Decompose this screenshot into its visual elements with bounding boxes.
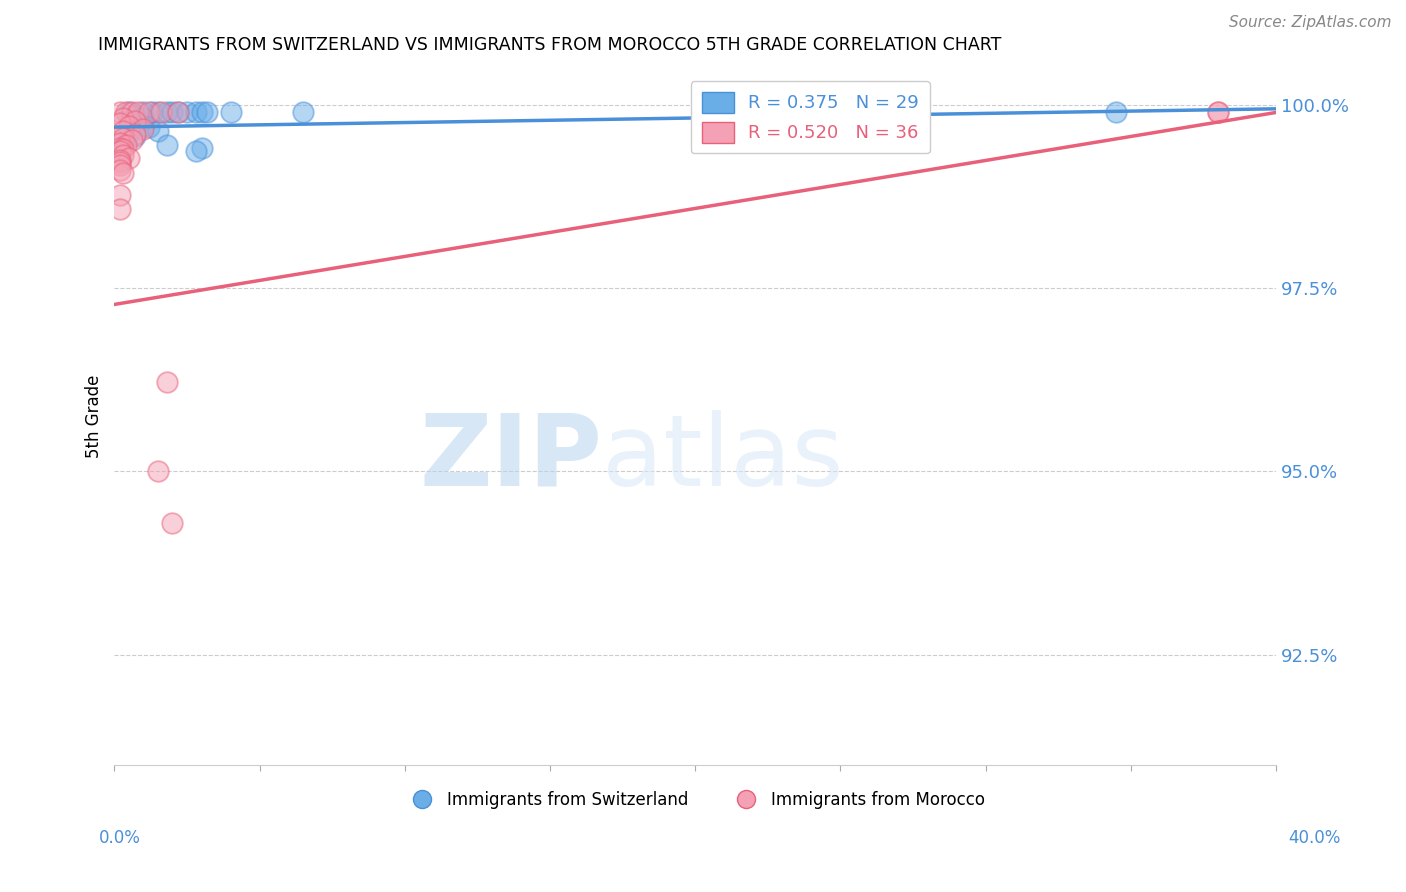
Point xyxy=(176,105,198,120)
Point xyxy=(162,105,184,120)
Point xyxy=(121,133,143,147)
Point xyxy=(112,131,135,145)
Point xyxy=(110,141,132,155)
Point xyxy=(124,128,146,142)
Point xyxy=(127,105,149,120)
Legend: Immigrants from Switzerland, Immigrants from Morocco: Immigrants from Switzerland, Immigrants … xyxy=(398,784,993,815)
Point xyxy=(727,105,749,120)
Point xyxy=(162,516,184,530)
Point xyxy=(184,144,207,158)
Point xyxy=(127,116,149,130)
Point xyxy=(115,138,138,153)
Point xyxy=(149,105,172,120)
Point xyxy=(124,114,146,128)
Point xyxy=(190,141,212,155)
Point xyxy=(167,105,190,120)
Point xyxy=(112,135,135,149)
Point xyxy=(132,119,155,133)
Point xyxy=(132,111,155,125)
Point xyxy=(141,105,163,120)
Point xyxy=(132,121,155,136)
Point xyxy=(112,124,135,138)
Point xyxy=(118,119,141,133)
Text: 0.0%: 0.0% xyxy=(98,829,141,847)
Point xyxy=(112,165,135,179)
Point xyxy=(184,105,207,120)
Point xyxy=(110,144,132,158)
Point xyxy=(110,162,132,177)
Point xyxy=(156,138,179,153)
Point xyxy=(110,155,132,169)
Point xyxy=(110,128,132,143)
Y-axis label: 5th Grade: 5th Grade xyxy=(86,375,103,458)
Point xyxy=(112,148,135,162)
Point xyxy=(167,105,190,120)
Point xyxy=(138,105,160,120)
Text: atlas: atlas xyxy=(602,409,844,507)
Point xyxy=(110,158,132,172)
Point xyxy=(110,105,132,120)
Point xyxy=(195,105,218,120)
Point xyxy=(110,187,132,202)
Point xyxy=(156,375,179,389)
Point xyxy=(121,105,143,120)
Point xyxy=(146,465,169,479)
Point xyxy=(124,109,146,123)
Point xyxy=(118,126,141,140)
Point xyxy=(110,153,132,167)
Text: 40.0%: 40.0% xyxy=(1288,829,1341,847)
Point xyxy=(118,105,141,120)
Point xyxy=(1206,105,1229,120)
Point xyxy=(112,142,135,156)
Point xyxy=(118,151,141,165)
Point xyxy=(110,116,132,130)
Point xyxy=(138,120,160,135)
Point xyxy=(190,105,212,120)
Point xyxy=(112,112,135,126)
Text: ZIP: ZIP xyxy=(419,409,602,507)
Point xyxy=(146,105,169,120)
Point xyxy=(124,128,146,143)
Point xyxy=(219,105,242,120)
Point xyxy=(110,202,132,217)
Point xyxy=(132,105,155,120)
Point xyxy=(156,105,179,120)
Text: Source: ZipAtlas.com: Source: ZipAtlas.com xyxy=(1229,15,1392,29)
Point xyxy=(146,124,169,138)
Point xyxy=(115,105,138,120)
Point xyxy=(118,114,141,128)
Point xyxy=(110,136,132,151)
Text: IMMIGRANTS FROM SWITZERLAND VS IMMIGRANTS FROM MOROCCO 5TH GRADE CORRELATION CHA: IMMIGRANTS FROM SWITZERLAND VS IMMIGRANT… xyxy=(98,36,1002,54)
Point xyxy=(1105,105,1128,120)
Point xyxy=(1206,105,1229,120)
Point xyxy=(292,105,315,120)
